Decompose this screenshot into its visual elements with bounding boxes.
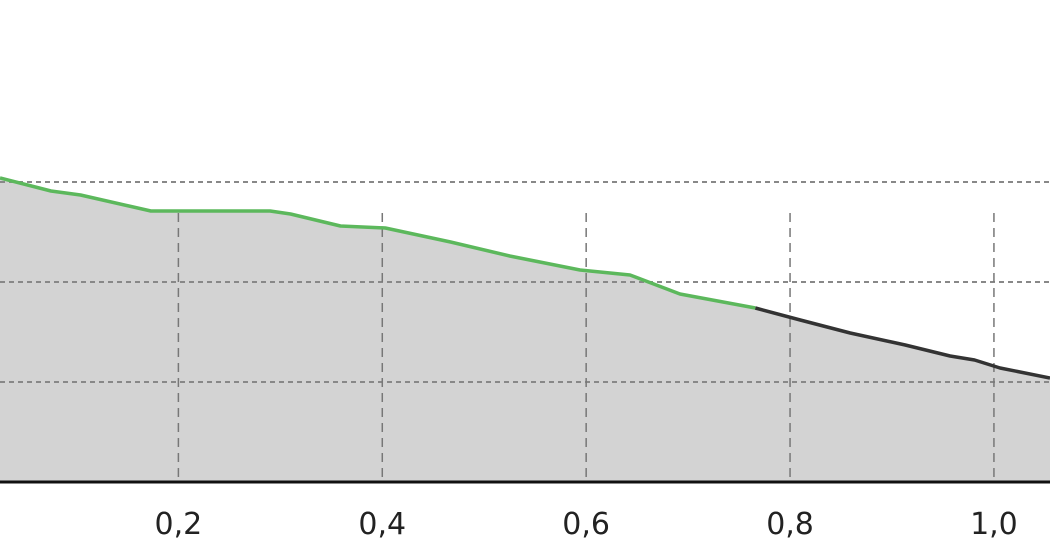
x-tick-label: 0,6 [562,507,610,542]
x-tick-label: 0,4 [358,507,406,542]
x-tick-label: 0,2 [155,507,203,542]
x-tick-label: 0,8 [766,507,814,542]
area-fill [0,178,1050,482]
x-tick-label: 1,0 [970,507,1018,542]
profile-line-normal [754,306,1050,380]
profile-line-highlighted [0,176,756,310]
